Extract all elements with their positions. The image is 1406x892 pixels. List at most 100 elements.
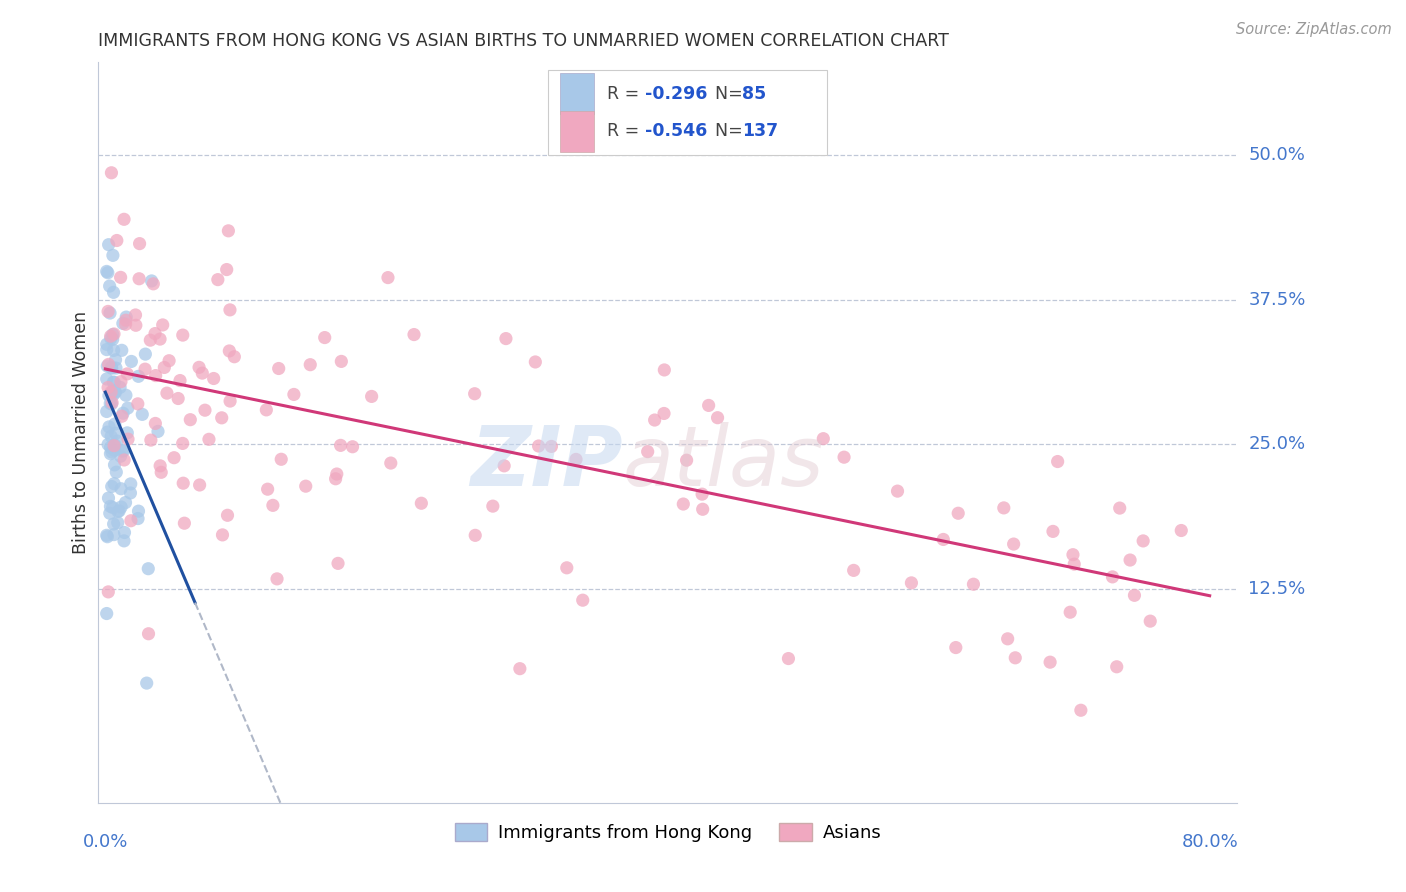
Point (652, 407, 675, 421)
Point (136, 562, 159, 576)
Point (172, 328, 194, 343)
Point (326, 467, 349, 481)
Point (114, 495, 136, 509)
Point (143, 326, 166, 341)
Point (149, 332, 172, 346)
Point (842, 563, 865, 577)
Point (1063, 557, 1085, 571)
Point (1119, 553, 1142, 567)
Point (124, 308, 146, 322)
Point (115, 310, 138, 324)
Point (101, 327, 124, 342)
Point (115, 313, 138, 327)
Point (110, 482, 132, 496)
Point (101, 384, 124, 398)
Point (101, 445, 124, 459)
Point (103, 458, 125, 472)
Point (1039, 655, 1062, 669)
Point (326, 557, 349, 571)
Point (112, 212, 135, 227)
Point (150, 465, 173, 479)
Point (96, 607, 118, 621)
Point (127, 369, 149, 384)
Point (211, 528, 233, 542)
Point (697, 399, 720, 413)
Point (637, 444, 659, 458)
Point (198, 433, 221, 447)
Point (524, 355, 547, 369)
Point (886, 484, 908, 499)
Point (98, 306, 121, 320)
Point (167, 392, 190, 406)
Point (270, 452, 292, 467)
Point (163, 450, 186, 465)
Point (104, 352, 127, 367)
Point (495, 332, 517, 346)
Point (945, 640, 967, 655)
Point (555, 561, 578, 575)
Point (103, 443, 125, 458)
Point (110, 375, 132, 389)
Point (100, 166, 122, 180)
Point (294, 479, 316, 493)
Point (997, 632, 1019, 646)
Point (117, 432, 139, 446)
Point (1101, 570, 1123, 584)
Point (211, 410, 233, 425)
Point (105, 465, 128, 479)
Point (97, 380, 120, 394)
Point (125, 318, 148, 333)
Point (145, 368, 167, 383)
Point (101, 395, 124, 409)
Point (117, 401, 139, 415)
Point (127, 397, 149, 411)
Point (115, 388, 138, 402)
Text: 25.0%: 25.0% (1249, 435, 1306, 453)
Point (464, 386, 486, 401)
Point (813, 432, 835, 446)
Point (652, 363, 675, 377)
Point (112, 453, 135, 467)
Point (97, 237, 120, 252)
Point (1046, 454, 1069, 468)
Point (114, 318, 136, 332)
Point (299, 358, 322, 372)
Point (482, 499, 505, 513)
Text: 50.0%: 50.0% (1249, 146, 1305, 164)
Point (778, 651, 800, 665)
Point (107, 516, 129, 530)
Point (1059, 605, 1081, 619)
Point (100, 500, 122, 514)
Point (188, 478, 211, 492)
Point (104, 384, 127, 399)
Point (262, 499, 284, 513)
Point (141, 274, 163, 288)
Point (1004, 650, 1026, 665)
Point (117, 425, 139, 440)
Point (107, 504, 129, 518)
Point (110, 500, 132, 514)
Point (962, 577, 984, 591)
Point (215, 262, 238, 277)
Point (108, 380, 131, 394)
Point (101, 248, 124, 262)
Point (105, 234, 128, 248)
Text: 137: 137 (742, 122, 778, 140)
Point (103, 387, 125, 401)
Point (706, 410, 728, 425)
Point (380, 456, 402, 470)
Point (103, 285, 125, 300)
Point (96, 404, 118, 418)
Point (111, 317, 134, 331)
Point (98, 279, 121, 293)
Point (97, 358, 120, 372)
Point (112, 443, 135, 458)
Point (1139, 614, 1161, 628)
Point (948, 506, 970, 520)
Point (98, 396, 121, 410)
Point (112, 533, 135, 548)
Point (179, 413, 201, 427)
Legend: Immigrants from Hong Kong, Asians: Immigrants from Hong Kong, Asians (447, 816, 889, 849)
Point (96, 337, 118, 351)
Point (117, 367, 139, 381)
